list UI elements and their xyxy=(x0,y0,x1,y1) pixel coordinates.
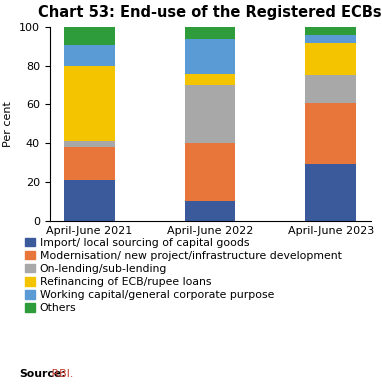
Bar xyxy=(305,75,356,103)
Text: RBI.: RBI. xyxy=(48,369,73,379)
Bar xyxy=(64,147,115,180)
Bar xyxy=(305,27,356,35)
Legend: Import/ local sourcing of capital goods, Modernisation/ new project/infrastructu: Import/ local sourcing of capital goods,… xyxy=(24,238,342,313)
Bar xyxy=(185,39,235,74)
Bar xyxy=(305,43,356,75)
Bar xyxy=(64,141,115,147)
Bar xyxy=(185,201,235,221)
Y-axis label: Per cent: Per cent xyxy=(3,101,13,147)
Bar xyxy=(305,35,356,43)
Bar xyxy=(305,103,356,164)
Bar xyxy=(185,143,235,201)
Bar xyxy=(305,164,356,221)
Bar xyxy=(64,27,115,45)
Bar xyxy=(64,45,115,66)
Bar xyxy=(64,180,115,221)
Title: Chart 53: End-use of the Registered ECBs: Chart 53: End-use of the Registered ECBs xyxy=(38,5,382,21)
Text: Source:: Source: xyxy=(19,369,66,379)
Bar xyxy=(185,85,235,143)
Bar xyxy=(64,66,115,141)
Bar xyxy=(185,27,235,39)
Bar xyxy=(185,74,235,85)
